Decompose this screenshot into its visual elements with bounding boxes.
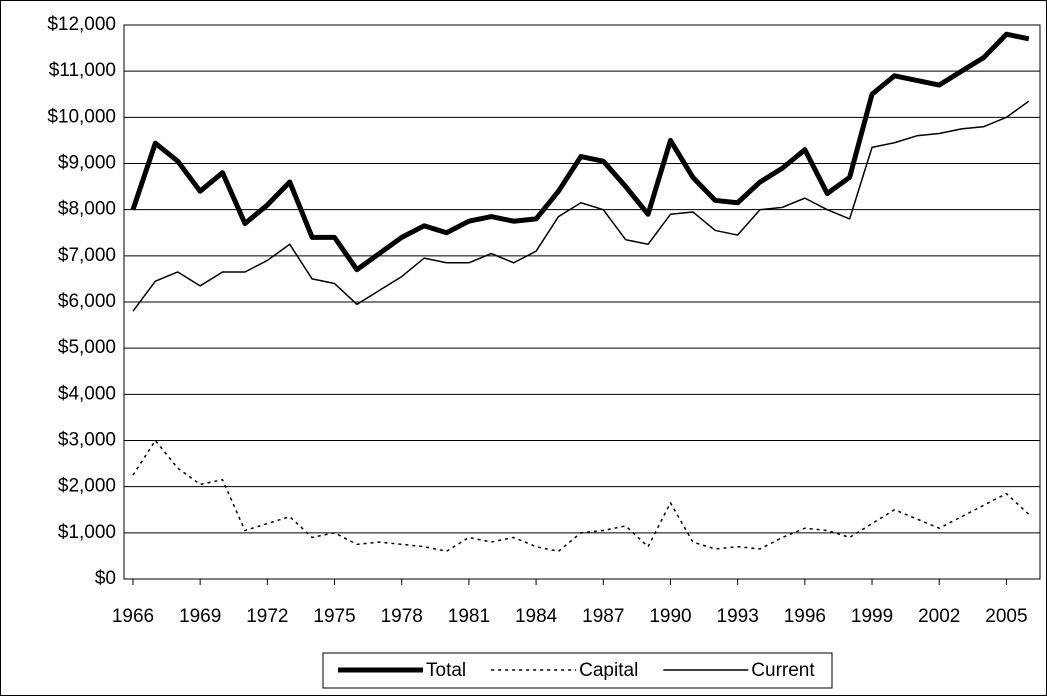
legend-label: Total	[426, 660, 466, 681]
y-tick-label: $8,000	[58, 199, 116, 220]
x-tick-label: 1999	[851, 606, 893, 627]
legend-label: Current	[751, 660, 815, 681]
x-tick-label: 1969	[179, 606, 221, 627]
plot-area	[123, 24, 1041, 580]
x-tick-label: 1975	[313, 606, 355, 627]
y-tick-label: $10,000	[47, 106, 116, 127]
legend-label: Capital	[579, 660, 638, 681]
x-tick-label: 1981	[448, 606, 490, 627]
series-line	[130, 31, 1030, 273]
y-tick-label: $11,000	[49, 60, 116, 81]
x-tick-label: 1972	[246, 606, 288, 627]
series-line	[132, 100, 1030, 312]
x-tick-label: 1990	[649, 606, 691, 627]
y-tick-label: $1,000	[58, 522, 116, 543]
y-tick-label: $3,000	[58, 430, 116, 451]
y-tick-label: $4,000	[58, 383, 116, 404]
x-tick-label: 1996	[784, 606, 826, 627]
y-tick-label: $6,000	[58, 291, 116, 312]
x-tick-label: 1987	[582, 606, 624, 627]
series-line	[132, 439, 1030, 553]
y-tick-label: $7,000	[58, 245, 116, 266]
legend: Total Capital Current	[322, 652, 833, 689]
y-tick-label: $9,000	[58, 153, 116, 174]
x-tick-label: 1984	[515, 606, 558, 627]
y-tick-label: $0	[95, 568, 116, 589]
y-tick-label: $5,000	[58, 337, 116, 358]
x-tick-label: 1993	[717, 606, 759, 627]
x-tick-label: 1966	[112, 606, 154, 627]
x-tick-label: 2002	[918, 606, 960, 627]
x-tick-label: 1978	[381, 606, 423, 627]
y-tick-label: $2,000	[58, 476, 116, 497]
y-tick-label: $12,000	[47, 14, 116, 35]
x-tick-label: 2005	[985, 606, 1027, 627]
